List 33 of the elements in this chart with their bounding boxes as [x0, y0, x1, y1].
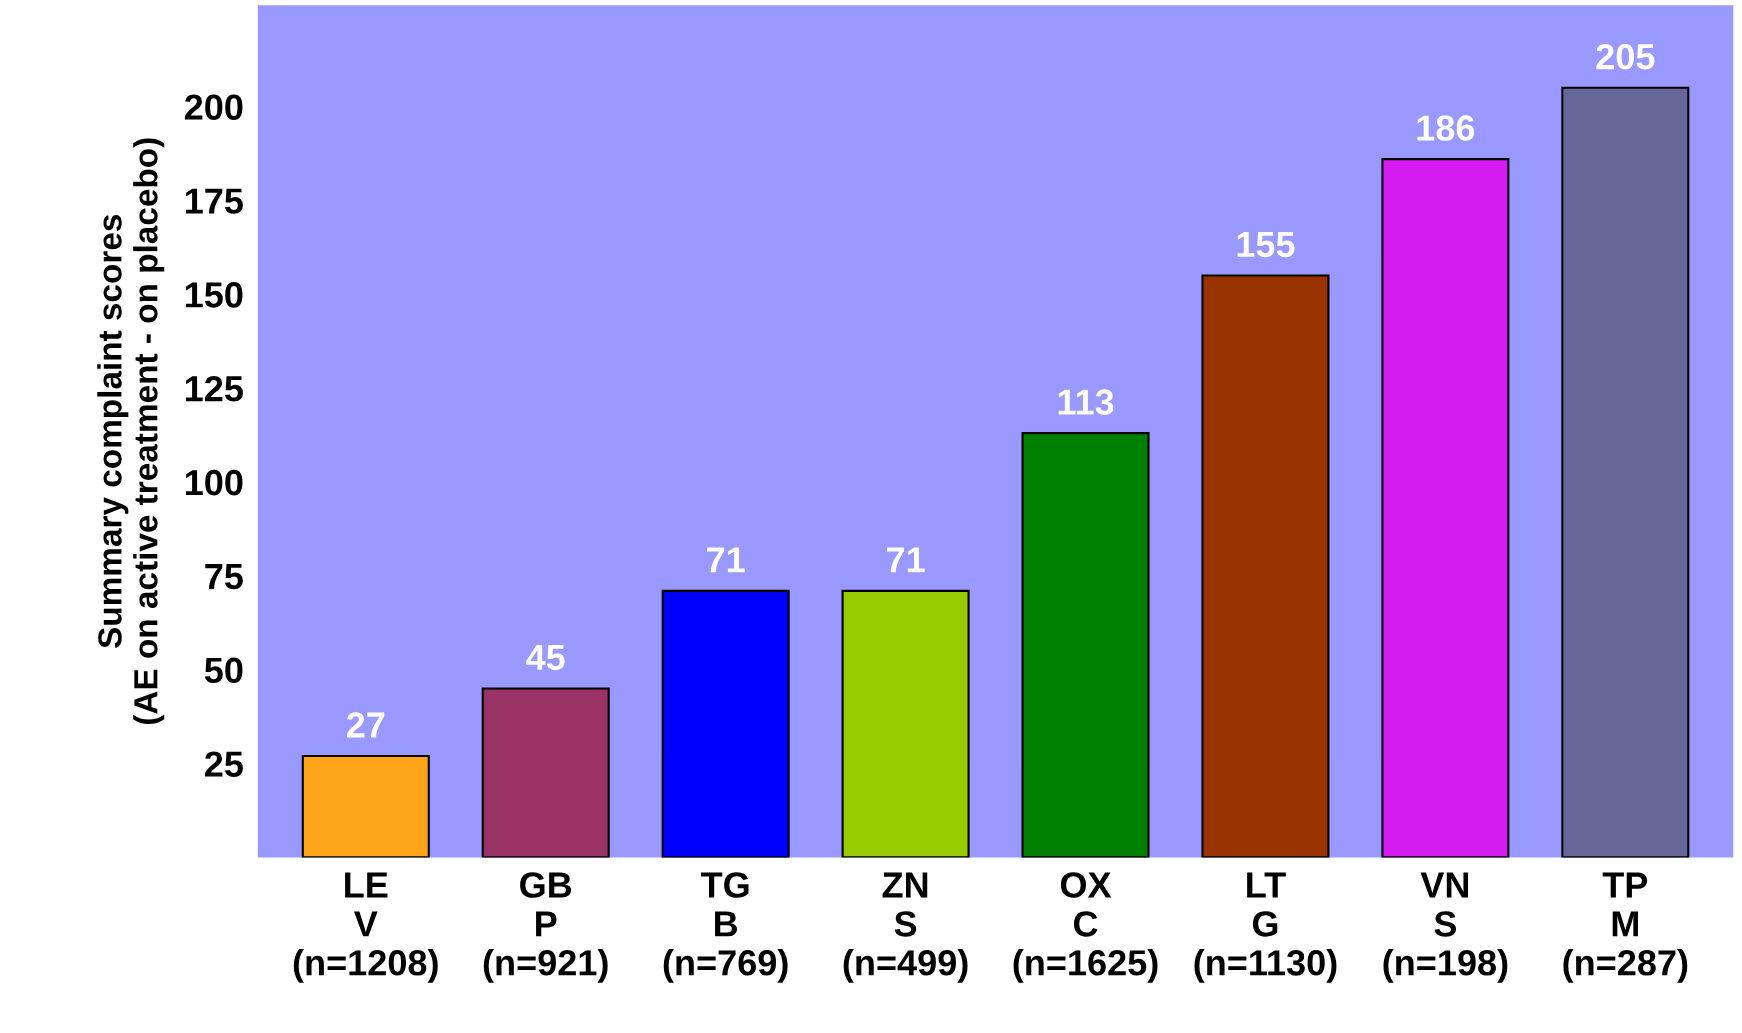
x-tick-label: TG B (n=769) — [663, 872, 788, 983]
bar — [1381, 158, 1510, 858]
y-tick-label: 50 — [204, 657, 243, 684]
x-tick-label: TP M (n=287) — [1563, 872, 1688, 983]
y-tick-label: 175 — [185, 188, 243, 214]
data-label: 186 — [1417, 115, 1475, 141]
x-tick-label: ZN S (n=499) — [843, 872, 968, 983]
y-axis-title: Summary complaint scores (AE on active treatment - on placebo) — [97, 138, 165, 725]
x-tick-label: LE V (n=1208) — [293, 872, 438, 983]
bar — [1021, 432, 1150, 858]
data-label: 45 — [526, 645, 565, 671]
x-tick-label: LT G (n=1130) — [1194, 872, 1337, 983]
data-label: 27 — [346, 712, 385, 738]
data-label: 205 — [1596, 43, 1655, 70]
data-label: 71 — [887, 547, 925, 573]
y-tick-label: 200 — [184, 94, 243, 120]
data-label: 113 — [1058, 389, 1114, 415]
bar — [661, 589, 790, 858]
x-tick-label: VN S (n=198) — [1383, 872, 1508, 983]
bar — [1201, 274, 1330, 858]
bar — [1561, 86, 1690, 858]
y-tick-label: 150 — [185, 282, 243, 308]
bar — [481, 687, 610, 858]
bar — [841, 589, 970, 858]
y-tick-label: 25 — [205, 751, 243, 777]
data-label: 155 — [1237, 232, 1295, 258]
y-tick-label: 125 — [185, 375, 243, 402]
x-tick-label: GB P (n=921) — [483, 872, 608, 983]
y-tick-label: 100 — [185, 469, 243, 496]
x-tick-label: OX C (n=1625) — [1013, 872, 1158, 983]
data-label: 71 — [707, 547, 745, 573]
bar — [301, 754, 430, 858]
y-tick-label: 75 — [205, 564, 243, 590]
